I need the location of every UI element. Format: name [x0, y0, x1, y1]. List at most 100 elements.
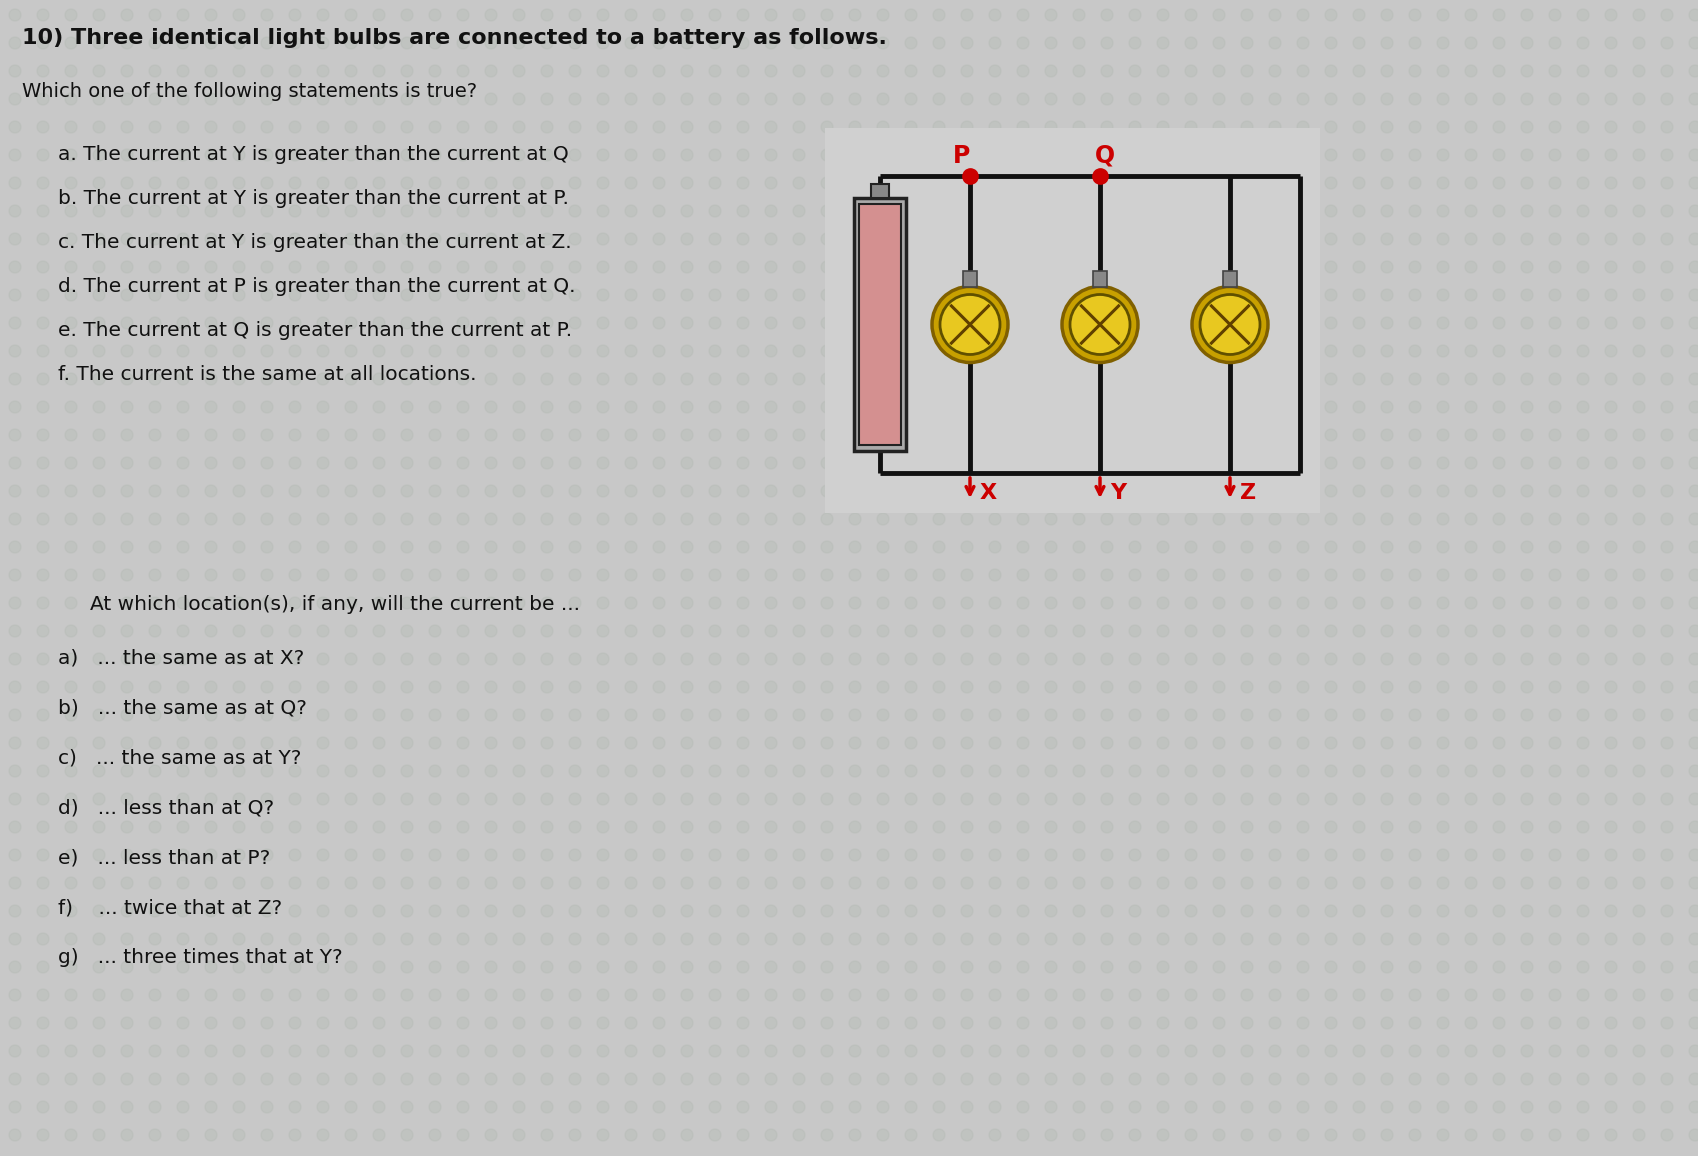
Circle shape: [457, 681, 469, 692]
Circle shape: [1437, 37, 1448, 49]
Circle shape: [905, 289, 917, 301]
Circle shape: [457, 933, 469, 944]
Circle shape: [261, 681, 273, 692]
Circle shape: [1100, 793, 1112, 805]
Circle shape: [569, 37, 581, 49]
Circle shape: [289, 149, 301, 161]
Circle shape: [1044, 625, 1056, 637]
Circle shape: [1184, 401, 1197, 413]
Circle shape: [737, 596, 749, 609]
Circle shape: [708, 961, 720, 973]
Circle shape: [1268, 344, 1280, 357]
Circle shape: [1268, 709, 1280, 721]
Circle shape: [793, 765, 805, 777]
Circle shape: [205, 1017, 217, 1029]
Circle shape: [261, 261, 273, 273]
Circle shape: [374, 596, 385, 609]
Circle shape: [1073, 765, 1085, 777]
Circle shape: [681, 625, 693, 637]
Circle shape: [569, 1017, 581, 1029]
Circle shape: [1605, 261, 1616, 273]
Circle shape: [205, 1101, 217, 1113]
Circle shape: [177, 9, 188, 21]
Circle shape: [1380, 65, 1392, 77]
Circle shape: [457, 990, 469, 1001]
Circle shape: [708, 681, 720, 692]
Circle shape: [37, 234, 49, 245]
Circle shape: [121, 234, 132, 245]
Circle shape: [737, 1101, 749, 1113]
Circle shape: [1073, 373, 1085, 385]
Circle shape: [652, 513, 664, 525]
Circle shape: [737, 486, 749, 497]
Circle shape: [289, 793, 301, 805]
Circle shape: [540, 1045, 552, 1057]
Circle shape: [652, 149, 664, 161]
Circle shape: [289, 401, 301, 413]
Circle shape: [1212, 457, 1224, 469]
Circle shape: [177, 849, 188, 861]
Circle shape: [149, 205, 161, 217]
Circle shape: [1352, 961, 1363, 973]
Circle shape: [1688, 65, 1698, 77]
Circle shape: [1661, 9, 1673, 21]
Circle shape: [457, 92, 469, 105]
Circle shape: [1661, 344, 1673, 357]
Circle shape: [1129, 65, 1141, 77]
Circle shape: [1156, 933, 1168, 944]
Circle shape: [513, 65, 525, 77]
Circle shape: [932, 344, 944, 357]
Circle shape: [1632, 569, 1644, 581]
Circle shape: [374, 990, 385, 1001]
Circle shape: [374, 709, 385, 721]
Circle shape: [1464, 9, 1476, 21]
Circle shape: [793, 37, 805, 49]
Circle shape: [1520, 401, 1532, 413]
Circle shape: [1240, 1045, 1251, 1057]
Circle shape: [37, 149, 49, 161]
Circle shape: [1437, 653, 1448, 665]
Circle shape: [1464, 92, 1476, 105]
Circle shape: [625, 990, 637, 1001]
Circle shape: [961, 793, 973, 805]
Circle shape: [430, 765, 441, 777]
Circle shape: [233, 513, 245, 525]
Circle shape: [1184, 261, 1197, 273]
Circle shape: [988, 653, 1000, 665]
Circle shape: [8, 990, 20, 1001]
Circle shape: [1352, 933, 1363, 944]
Circle shape: [430, 513, 441, 525]
Circle shape: [625, 541, 637, 553]
Circle shape: [345, 149, 357, 161]
Circle shape: [1044, 65, 1056, 77]
Circle shape: [1493, 205, 1504, 217]
Circle shape: [1352, 317, 1363, 329]
Circle shape: [793, 261, 805, 273]
Circle shape: [569, 681, 581, 692]
Circle shape: [625, 681, 637, 692]
Circle shape: [988, 513, 1000, 525]
Circle shape: [905, 9, 917, 21]
Circle shape: [596, 793, 608, 805]
Circle shape: [681, 849, 693, 861]
Circle shape: [1212, 1129, 1224, 1141]
Circle shape: [1520, 457, 1532, 469]
Circle shape: [1380, 289, 1392, 301]
Circle shape: [681, 92, 693, 105]
Circle shape: [1688, 765, 1698, 777]
Circle shape: [681, 289, 693, 301]
Circle shape: [1184, 457, 1197, 469]
Circle shape: [1549, 905, 1560, 917]
Circle shape: [1129, 234, 1141, 245]
Circle shape: [318, 149, 329, 161]
Circle shape: [401, 317, 413, 329]
Circle shape: [1156, 205, 1168, 217]
Circle shape: [961, 121, 973, 133]
Circle shape: [1605, 625, 1616, 637]
Circle shape: [1605, 149, 1616, 161]
Circle shape: [1437, 1073, 1448, 1085]
Circle shape: [764, 486, 776, 497]
Circle shape: [793, 653, 805, 665]
Circle shape: [430, 541, 441, 553]
Circle shape: [849, 1045, 861, 1057]
